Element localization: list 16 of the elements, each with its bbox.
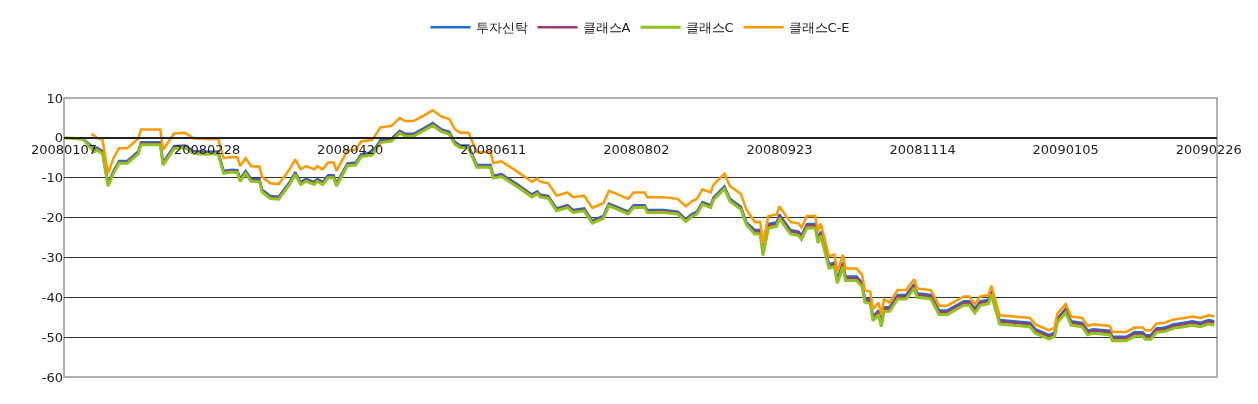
y-tick-label: -40: [41, 289, 63, 305]
x-tick-label: 20080923: [746, 142, 813, 158]
y-tick-label: -10: [41, 170, 63, 186]
legend-label: 클래스C-E: [788, 20, 850, 36]
x-tick-label: 20081114: [889, 142, 956, 158]
x-tick-label: 20090226: [1175, 142, 1242, 158]
x-tick-label: 20090105: [1032, 142, 1099, 158]
x-tick-label: 20080802: [603, 142, 670, 158]
y-tick-label: 10: [46, 90, 63, 106]
legend-label: 클래스C: [685, 20, 734, 36]
legend-label: 투자신탁: [475, 20, 528, 36]
legend-label: 클래스A: [582, 20, 631, 36]
y-tick-label: -30: [41, 249, 63, 265]
y-tick-label: -20: [41, 210, 63, 226]
y-tick-label: -50: [41, 329, 63, 345]
y-tick-label: -60: [41, 369, 63, 385]
